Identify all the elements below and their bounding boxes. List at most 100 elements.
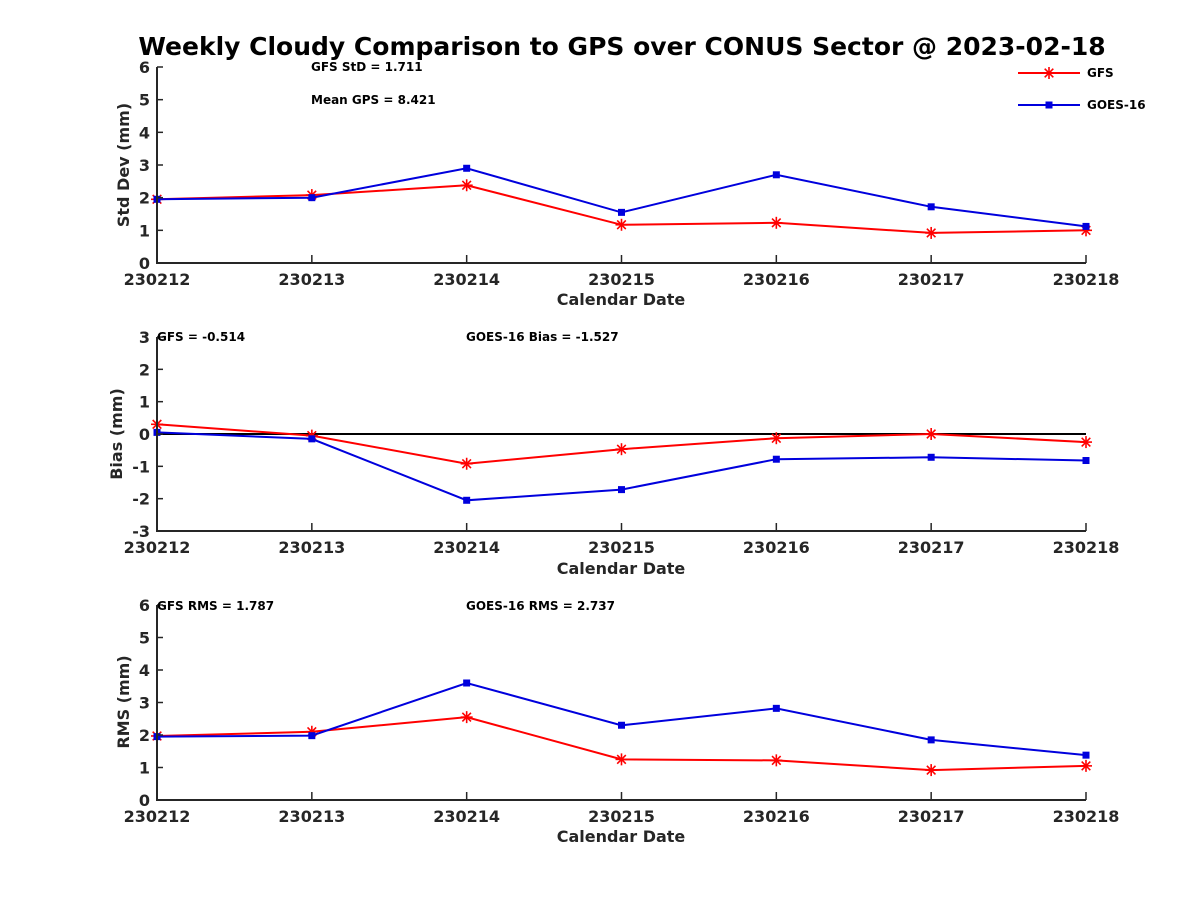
bias-gfs-point [925, 428, 938, 440]
std-dev-panel: 0 1 2 3 4 5 6 230212 230213 230214 230215 230216 23… [114, 58, 1119, 309]
legend-gfs-label: GFS [1087, 66, 1114, 80]
legend-goes-16-label: GOES-16 [1087, 98, 1146, 112]
bias-xtick-label: 230212 [124, 538, 191, 557]
rms-gfs-point [1080, 759, 1092, 772]
rms-ytick-label: 1 [139, 759, 150, 778]
rms-xtick-label: 230214 [433, 807, 500, 826]
rms-panel: 0 1 2 3 4 5 6 230212 230213 230214 230215 230216 23… [114, 596, 1119, 846]
rms-axes [156, 605, 1086, 801]
rms-goes-16-point [463, 679, 471, 687]
std-dev-ytick-label: 4 [139, 123, 150, 142]
std-dev-ytick-label: 1 [139, 221, 150, 240]
rms-ytick-label: 5 [139, 629, 150, 648]
rms-gfs-point [770, 754, 783, 767]
rms-ytick-label: 3 [139, 694, 150, 713]
bias-xtick-label: 230214 [433, 538, 500, 557]
legend-goes-16-marker [1045, 101, 1053, 109]
bias-ytick-label: 1 [139, 393, 150, 412]
bias-ytick-label: -3 [132, 522, 150, 541]
bias-xtick-label: 230217 [898, 538, 965, 557]
std-dev-goes-16-point [463, 164, 471, 172]
bias-panel: -3 -2 -1 0 1 2 3 230212 230213 230214 230215 23021… [107, 328, 1119, 578]
std-dev-gfs-point [770, 216, 783, 229]
bias-goes-16-point [463, 496, 471, 504]
std-dev-ytick-label: 3 [139, 156, 150, 175]
rms-xtick-label: 230217 [898, 807, 965, 826]
legend-item-goes-16: GOES-16 [1018, 98, 1146, 112]
std-dev-xtick-label: 230218 [1053, 270, 1120, 289]
rms-gfs-point [615, 753, 628, 766]
bias-ylabel: Bias (mm) [107, 388, 126, 480]
legend-item-gfs: GFS [1018, 66, 1114, 80]
rms-xlabel: Calendar Date [557, 827, 686, 846]
rms-goes-16-line [156, 681, 1087, 757]
legend: GFS GOES-16 [1018, 66, 1146, 112]
bias-xtick-label: 230218 [1053, 538, 1120, 557]
std-dev-gfs-point [615, 218, 628, 231]
bias-goes-16-point [927, 453, 935, 461]
rms-xtick-label: 230215 [588, 807, 655, 826]
rms-ytick-label: 2 [139, 726, 150, 745]
std-dev-xtick-label: 230214 [433, 270, 500, 289]
gfs-bias-annotation: GFS = -0.514 [157, 330, 245, 344]
chart-title: Weekly Cloudy Comparison to GPS over CON… [138, 32, 1105, 61]
bias-gfs-point [615, 443, 628, 456]
rms-xtick-label: 230213 [278, 807, 345, 826]
goes-bias-annotation: GOES-16 Bias = -1.527 [466, 330, 619, 344]
legend-goes-16-marker-shape [1045, 101, 1053, 109]
gfs-std-annotation: GFS StD = 1.711 [311, 60, 423, 74]
std-dev-ytick-label: 5 [139, 91, 150, 110]
rms-xtick-label: 230216 [743, 807, 810, 826]
bias-ytick-label: 3 [139, 328, 150, 347]
rms-ylabel: RMS (mm) [114, 655, 133, 748]
std-dev-goes-16-point [772, 171, 780, 179]
bias-goes-16-point [1082, 457, 1090, 465]
rms-ytick-label: 4 [139, 661, 150, 680]
std-dev-goes-16-point [1082, 222, 1090, 230]
std-dev-ytick-label: 0 [139, 254, 150, 273]
std-dev-gfs-point [460, 179, 473, 192]
std-dev-xlabel: Calendar Date [557, 290, 686, 309]
bias-goes-16-point [618, 486, 625, 494]
rms-goes-16-point [927, 736, 935, 744]
bias-xlabel: Calendar Date [557, 559, 686, 578]
rms-gfs-point [460, 711, 473, 724]
std-dev-xtick-label: 230217 [898, 270, 965, 289]
std-dev-goes-16-point [308, 194, 316, 202]
bias-goes-16-point [308, 435, 316, 443]
std-dev-goes-16-point [618, 208, 625, 216]
bias-xtick-label: 230215 [588, 538, 655, 557]
std-dev-xtick-label: 230215 [588, 270, 655, 289]
rms-gfs-point [925, 764, 938, 777]
rms-xtick-label: 230218 [1053, 807, 1120, 826]
bias-ytick-label: -1 [132, 457, 150, 476]
bias-ytick-label: 2 [139, 360, 150, 379]
std-dev-xtick-label: 230213 [278, 270, 345, 289]
bias-xtick-label: 230216 [743, 538, 810, 557]
rms-xtick-label: 230212 [124, 807, 191, 826]
bias-goes-16-point [772, 455, 780, 463]
bias-gfs-point [460, 457, 473, 470]
rms-ytick-label: 0 [139, 791, 150, 810]
bias-gfs-point [1080, 436, 1092, 449]
goes-rms-annotation: GOES-16 RMS = 2.737 [466, 599, 615, 613]
std-dev-ytick-label: 6 [139, 58, 150, 77]
gfs-rms-annotation: GFS RMS = 1.787 [157, 599, 274, 613]
std-dev-gfs-point [925, 226, 938, 239]
std-dev-ylabel: Std Dev (mm) [114, 103, 133, 227]
bias-ytick-label: -2 [132, 490, 150, 509]
std-dev-xtick-label: 230212 [124, 270, 191, 289]
rms-goes-16-point [618, 721, 625, 729]
mean-gps-annotation: Mean GPS = 8.421 [311, 93, 436, 107]
std-dev-xtick-label: 230216 [743, 270, 810, 289]
bias-gfs-point [770, 432, 783, 445]
std-dev-goes-16-point [927, 203, 935, 211]
rms-goes-16-point [1082, 751, 1090, 759]
rms-ytick-label: 6 [139, 596, 150, 615]
std-dev-goes-16-line [156, 167, 1087, 228]
legend-gfs-marker [1043, 67, 1055, 79]
bias-xtick-label: 230213 [278, 538, 345, 557]
std-dev-ytick-label: 2 [139, 189, 150, 208]
rms-goes-16-point [772, 704, 780, 712]
